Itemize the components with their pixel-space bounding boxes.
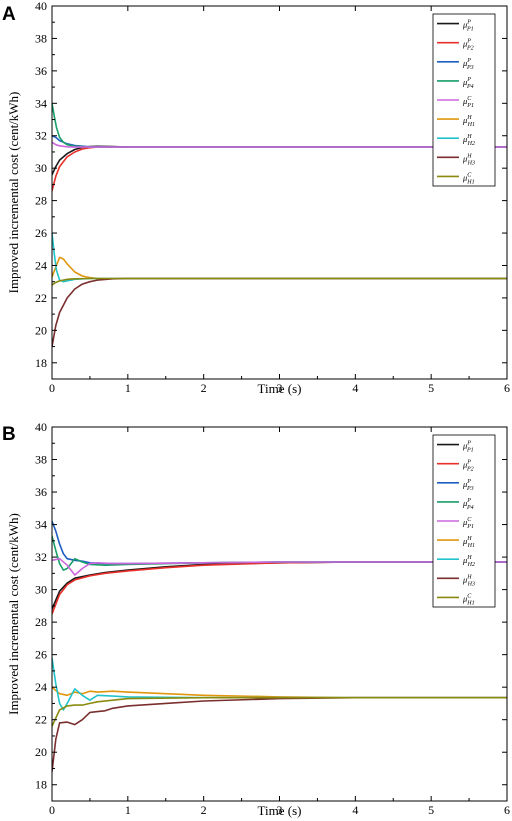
x-tick-label: 0 (49, 803, 55, 817)
legend-label: μH H2 (462, 555, 475, 568)
y-tick-label: 26 (35, 648, 47, 662)
x-tick-label: 1 (125, 381, 131, 395)
x-tick-label: 1 (125, 803, 131, 817)
x-axis-title: Time (s) (258, 803, 302, 818)
y-tick-label: 34 (35, 518, 47, 532)
y-axis-title: Improved incremental cost (cent/kWh) (6, 92, 21, 294)
y-tick-label: 28 (35, 615, 47, 629)
y-tick-label: 22 (35, 291, 47, 305)
legend-label: μP P1 (462, 441, 474, 454)
y-tick-label: 20 (35, 745, 47, 759)
x-tick-label: 5 (428, 803, 434, 817)
panel-letter: B (2, 424, 16, 445)
series-line-8 (52, 277, 507, 348)
x-tick-label: 0 (49, 381, 55, 395)
legend-label: μC P1 (462, 96, 474, 109)
x-tick-label: 3 (277, 381, 283, 395)
legend-label: μC H1 (462, 172, 475, 185)
series-line-6 (52, 256, 507, 280)
legend-label: μP P4 (462, 498, 474, 511)
series-group (52, 520, 507, 773)
y-tick-label: 30 (35, 583, 47, 597)
y-tick-label: 40 (35, 420, 47, 434)
series-line-8 (52, 696, 507, 773)
y-tick-label: 38 (35, 453, 47, 467)
legend-label: μH H3 (462, 574, 475, 587)
legend: μP P1 μP P2 μP P3 μP P4 μC P1 μH H1 μH H2 μH H3 μC H1 (432, 434, 496, 608)
x-tick-label: 2 (201, 381, 207, 395)
legend-label: μP P3 (462, 58, 474, 71)
y-tick-label: 40 (35, 0, 47, 13)
legend-label: μC H1 (462, 593, 475, 606)
y-tick-label: 32 (35, 550, 47, 564)
x-tick-label: 3 (277, 803, 283, 817)
legend-label: μP P4 (462, 77, 474, 90)
y-axis-title: Improved incremental cost (cent/kWh) (6, 513, 21, 715)
y-tick-label: 32 (35, 129, 47, 143)
x-tick-label: 6 (504, 381, 510, 395)
x-tick-label: 6 (504, 803, 510, 817)
y-tick-label: 34 (35, 96, 47, 110)
panel-letter: A (2, 4, 16, 25)
legend-label: μH H1 (462, 536, 475, 549)
y-tick-label: 18 (35, 356, 47, 370)
legend-label: μP P2 (462, 460, 474, 473)
x-tick-label: 5 (428, 381, 434, 395)
legend-label: μP P3 (462, 479, 474, 492)
series-line-9 (52, 696, 507, 728)
y-tick-label: 28 (35, 194, 47, 208)
y-tick-label: 24 (35, 258, 47, 272)
x-axis-title: Time (s) (258, 381, 302, 396)
y-tick-label: 20 (35, 323, 47, 337)
legend-label: μH H2 (462, 134, 475, 147)
y-tick-label: 38 (35, 31, 47, 45)
y-tick-label: 26 (35, 226, 47, 240)
y-tick-label: 24 (35, 680, 47, 694)
x-tick-label: 4 (352, 803, 358, 817)
y-tick-label: 18 (35, 778, 47, 792)
legend-label: μH H3 (462, 153, 475, 166)
series-line-5 (52, 557, 507, 576)
x-tick-label: 4 (352, 381, 358, 395)
legend-label: μC P1 (462, 517, 474, 530)
x-tick-label: 2 (201, 803, 207, 817)
legend-label: μP P1 (462, 20, 474, 33)
y-tick-label: 36 (35, 485, 47, 499)
legend: μP P1 μP P2 μP P3 μP P4 μC P1 μH H1 μH H2 μH H3 μC H1 (432, 13, 496, 187)
series-line-6 (52, 686, 507, 699)
y-tick-label: 36 (35, 64, 47, 78)
y-tick-label: 22 (35, 713, 47, 727)
legend-label: μP P2 (462, 39, 474, 52)
series-group (52, 102, 507, 348)
legend-label: μH H1 (462, 115, 475, 128)
series-line-5 (52, 141, 507, 148)
series-line-7 (52, 657, 507, 711)
series-line-9 (52, 277, 507, 286)
y-tick-label: 30 (35, 161, 47, 175)
series-line-7 (52, 232, 507, 283)
